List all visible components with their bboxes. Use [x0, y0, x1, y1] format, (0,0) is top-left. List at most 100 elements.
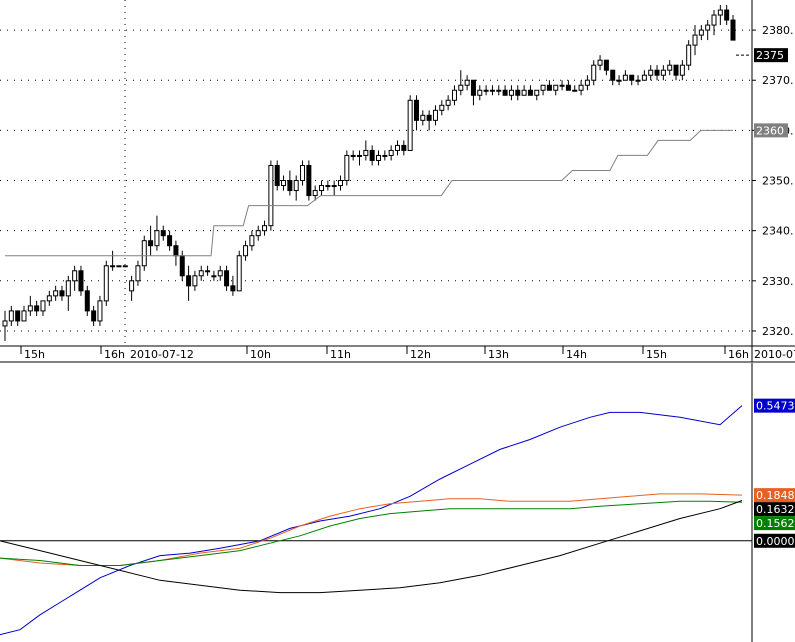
candle-body	[616, 79, 622, 82]
candle-body	[287, 180, 293, 192]
candle	[610, 69, 616, 86]
candle-body	[84, 290, 90, 312]
candle-body	[312, 190, 318, 197]
candle-body	[40, 300, 46, 312]
candle	[217, 265, 223, 281]
candle	[648, 65, 654, 81]
candle	[445, 95, 451, 111]
candle	[331, 180, 337, 196]
candle	[344, 150, 350, 186]
candle	[515, 85, 521, 101]
candle-body	[667, 64, 673, 71]
price-y-tick-label: 2330.	[762, 275, 794, 288]
candle	[584, 75, 590, 91]
level-badge-label: 2360	[756, 124, 784, 137]
last-price-badge: 2375	[754, 48, 788, 63]
candle-body	[205, 270, 211, 273]
candle-body	[243, 245, 249, 257]
candle	[27, 295, 33, 316]
candle-body	[338, 180, 344, 187]
candle-body	[148, 240, 154, 247]
candle	[546, 80, 552, 91]
candle-body	[502, 89, 508, 96]
candle	[110, 250, 116, 271]
candle-body	[629, 74, 635, 81]
osc-value-badge: 0.0000	[754, 533, 795, 548]
candle	[122, 265, 128, 268]
candle-body	[610, 69, 616, 81]
candle	[255, 225, 261, 241]
candle	[496, 85, 502, 96]
candle-body	[578, 84, 584, 91]
price-x-tick-label: 2010-07-12	[130, 348, 194, 361]
candle	[578, 80, 584, 96]
candle-body	[167, 235, 173, 247]
candle-body	[65, 280, 71, 297]
candle	[186, 265, 192, 301]
candle-body	[407, 99, 413, 151]
candle-body	[53, 290, 59, 297]
candle	[205, 265, 211, 276]
candle-body	[281, 180, 287, 187]
candle	[724, 5, 730, 26]
candle	[8, 305, 14, 326]
candle-body	[344, 154, 350, 182]
candle	[489, 85, 495, 96]
candle	[103, 260, 109, 306]
candle-body	[546, 84, 552, 91]
candle-body	[686, 44, 692, 66]
level-badge-bg	[754, 123, 788, 138]
price-y-tick-label: 2320.	[762, 325, 794, 338]
osc-value-badge: 0.1848	[754, 488, 795, 503]
candle-body	[458, 84, 464, 91]
candle-body	[236, 255, 242, 292]
step-level-line	[5, 129, 733, 257]
candle-body	[255, 230, 261, 237]
candle	[236, 250, 242, 292]
price-x-tick-label: 16h	[728, 348, 749, 361]
candle	[686, 40, 692, 71]
candle	[312, 185, 318, 201]
candle-body	[15, 310, 21, 322]
candle	[211, 270, 217, 281]
candle-body	[179, 255, 185, 277]
candle	[173, 240, 179, 266]
candle-body	[679, 64, 685, 76]
candle	[192, 270, 198, 291]
candle	[46, 290, 52, 306]
candle-body	[262, 225, 268, 232]
candle	[692, 25, 698, 56]
candle	[249, 230, 255, 251]
price-x-tick-label: 16h	[104, 348, 125, 361]
candle-body	[439, 104, 445, 111]
candle-body	[432, 109, 438, 121]
candle-body	[413, 99, 419, 121]
candle-body	[711, 14, 717, 26]
candle	[135, 260, 141, 286]
candle	[53, 285, 59, 301]
osc-value-badge-label: 0.1632	[756, 503, 795, 516]
candle-body	[274, 164, 280, 187]
candle-body	[293, 180, 299, 192]
candle	[306, 160, 312, 201]
candle-body	[173, 245, 179, 257]
candle-body	[660, 69, 666, 76]
candle	[667, 60, 673, 76]
candle	[388, 145, 394, 161]
candle	[91, 305, 97, 326]
candle-body	[249, 235, 255, 247]
price-x-tick-label: 15h	[646, 348, 667, 361]
candle	[300, 160, 306, 186]
candle-body	[559, 84, 565, 87]
candle	[230, 275, 236, 296]
candle	[451, 85, 457, 106]
candle	[711, 10, 717, 36]
candle	[730, 15, 736, 41]
candle	[698, 25, 704, 41]
candle-body	[46, 295, 52, 302]
candle	[616, 75, 622, 86]
candle	[350, 150, 356, 161]
price-x-tick-label: 13h	[488, 348, 509, 361]
candle	[40, 300, 46, 316]
